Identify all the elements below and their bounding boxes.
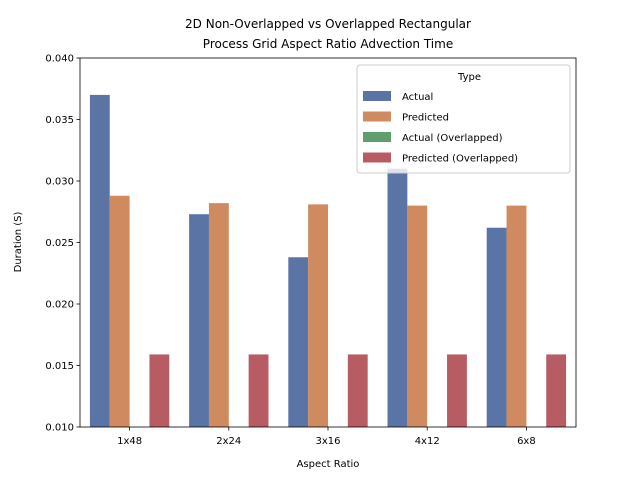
chart-title-line-1: 2D Non-Overlapped vs Overlapped Rectangu… [185, 17, 471, 31]
bar-6x8-actual [486, 227, 507, 427]
bar-1x48-predicted-overlapped [149, 354, 170, 427]
legend-label: Actual [402, 92, 433, 103]
legend-swatch [363, 91, 391, 101]
y-tick-label: 0.010 [45, 423, 74, 434]
plot-frame [79, 57, 577, 428]
x-tick-label: 4x12 [415, 436, 440, 447]
bar-4x12-predicted [407, 205, 428, 427]
bar-2x24-predicted-overlapped [248, 354, 269, 427]
y-tick-label: 0.015 [45, 361, 74, 372]
y-tick-label: 0.040 [45, 54, 74, 65]
legend-swatch [363, 111, 391, 122]
legend-swatch [363, 152, 391, 163]
bar-6x8-predicted-overlapped [546, 354, 567, 427]
chart-title-line-2: Process Grid Aspect Ratio Advection Time [203, 37, 453, 51]
axes-layer: 0.010 0.015 0.020 0.025 0.030 0.035 0.040 1x48 2… [45, 54, 577, 447]
bar-1x48-actual [89, 94, 110, 428]
bar-4x12-predicted-overlapped [447, 354, 467, 427]
x-tick-label: 6x8 [517, 436, 536, 447]
y-tick-label: 0.025 [45, 238, 74, 249]
bar-4x12-actual [387, 168, 408, 427]
bar-2x24-predicted [208, 203, 229, 427]
legend-label: Predicted [402, 113, 449, 124]
bars-layer [89, 94, 567, 428]
y-tick-label: 0.030 [45, 177, 74, 188]
bar-2x24-actual [189, 214, 209, 427]
legend-title: Type [457, 72, 481, 83]
x-tick-label: 1x48 [117, 436, 142, 447]
legend-label: Predicted (Overlapped) [402, 154, 518, 165]
x-tick-label: 3x16 [315, 436, 340, 447]
y-axis-title: Duration (S) [13, 212, 24, 273]
bar-3x16-predicted [308, 204, 328, 427]
y-tick-label: 0.020 [45, 300, 74, 311]
legend-box [356, 64, 571, 174]
legend-swatch [363, 132, 391, 142]
bar-3x16-actual [288, 257, 309, 427]
bar-6x8-predicted [506, 205, 527, 427]
legend-label: Actual (Overlapped) [402, 133, 503, 144]
legend: Type Actual Predicted Actual (Overlapped) Pr… [356, 64, 571, 174]
x-axis-title: Aspect Ratio [297, 459, 360, 470]
y-tick-label: 0.035 [45, 115, 74, 126]
bar-3x16-predicted-overlapped [347, 354, 368, 427]
bar-1x48-predicted [109, 195, 130, 427]
x-tick-label: 2x24 [216, 436, 241, 447]
